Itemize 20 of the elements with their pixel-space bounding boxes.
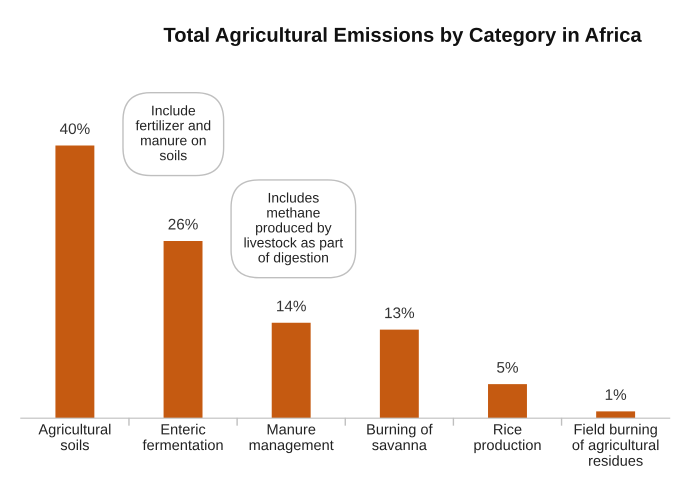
bar xyxy=(272,322,311,418)
x-tick-label: Agricultural soils xyxy=(38,424,110,450)
data-label: 1% xyxy=(606,389,626,400)
bar xyxy=(55,145,94,418)
data-label: 5% xyxy=(497,362,518,373)
bar xyxy=(380,330,419,418)
data-label: 13% xyxy=(385,307,414,318)
x-tick-label: Burning of savanna xyxy=(367,424,433,450)
annotation: Includes methane produced by livestock as part of digestion xyxy=(244,192,344,266)
x-tick-label: Enteric fermentation xyxy=(142,424,223,450)
x-tick-label: Manure management xyxy=(250,424,334,454)
data-label: 40% xyxy=(60,123,90,134)
bar xyxy=(488,384,527,418)
x-tick-label: Rice production xyxy=(474,424,541,454)
chart-title: Total Agricultural Emissions by Category in Africa xyxy=(164,27,642,46)
x-tick-label: Field burning of agricultural residues xyxy=(572,424,658,466)
data-label: 26% xyxy=(168,218,198,230)
data-label: 14% xyxy=(277,300,306,312)
bar xyxy=(164,240,203,418)
annotation: Include fertilizer and manure on soils xyxy=(136,105,210,160)
